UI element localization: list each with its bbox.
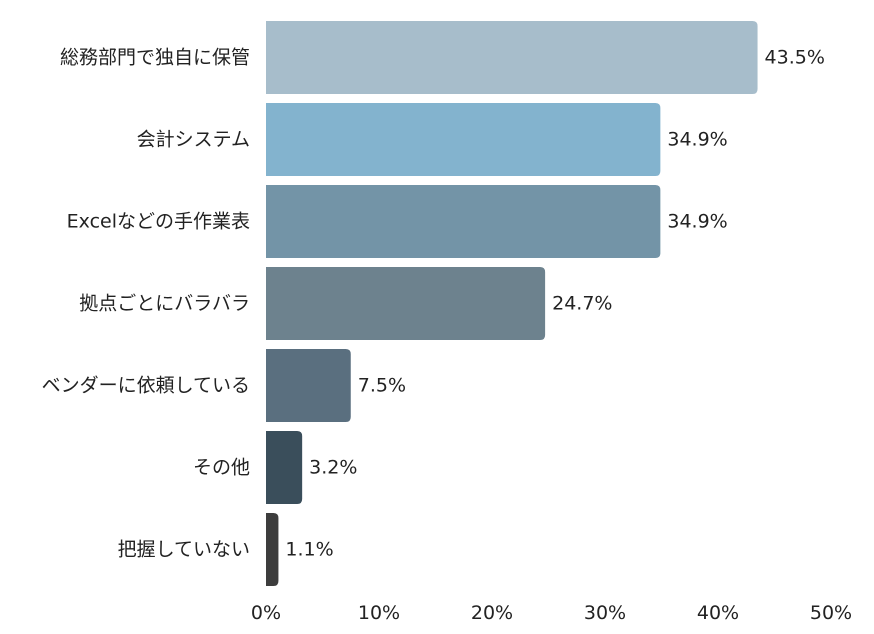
category-label: Excelなどの手作業表: [67, 211, 250, 233]
x-axis-ticks: 0% 10% 20% 30% 40% 50%: [251, 602, 852, 624]
bar: [266, 267, 546, 340]
category-label: 総務部門で独自に保管: [60, 47, 250, 69]
bar: [266, 349, 351, 422]
value-label: 43.5%: [765, 47, 825, 69]
category-label: 把握していない: [118, 539, 250, 561]
category-label: その他: [193, 457, 250, 479]
category-label: 会計システム: [137, 129, 250, 151]
x-tick-label: 10%: [358, 602, 400, 624]
category-label: 拠点ごとにバラバラ: [79, 293, 250, 315]
bar: [266, 431, 303, 504]
x-tick-label: 30%: [584, 602, 626, 624]
bars: [266, 21, 758, 586]
bar: [266, 185, 661, 258]
bar: [266, 21, 758, 94]
value-label: 7.5%: [358, 375, 406, 397]
x-tick-label: 50%: [810, 602, 852, 624]
x-tick-label: 20%: [471, 602, 513, 624]
value-labels: 43.5% 34.9% 34.9% 24.7% 7.5% 3.2% 1.1%: [285, 47, 824, 561]
x-tick-label: 0%: [251, 602, 281, 624]
bar: [266, 103, 661, 176]
bar: [266, 513, 279, 586]
value-label: 3.2%: [309, 457, 357, 479]
x-tick-label: 40%: [697, 602, 739, 624]
value-label: 1.1%: [285, 539, 333, 561]
value-label: 24.7%: [552, 293, 612, 315]
value-label: 34.9%: [667, 129, 727, 151]
value-label: 34.9%: [667, 211, 727, 233]
category-label: ベンダーに依頼している: [42, 375, 250, 397]
